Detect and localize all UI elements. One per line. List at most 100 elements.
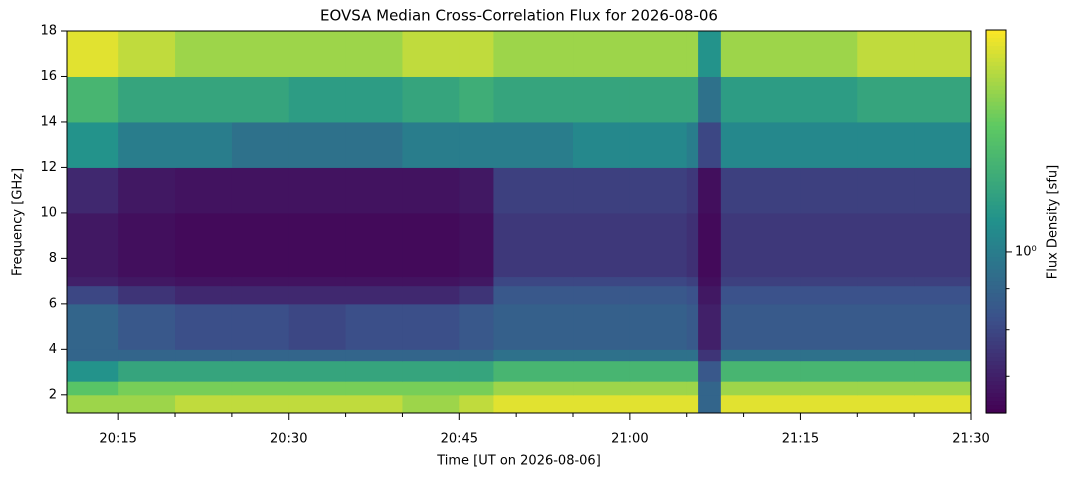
heatmap-cell (573, 121, 631, 168)
colorbar-band (986, 101, 1006, 107)
heatmap-cell (629, 303, 688, 350)
heatmap-cell (493, 360, 574, 382)
heatmap-cell (493, 349, 574, 362)
heatmap-cell (345, 381, 403, 396)
colorbar-band (986, 149, 1006, 155)
colorbar-band (986, 385, 1006, 390)
colorbar-band (986, 353, 1006, 358)
heatmap-cell (493, 303, 574, 350)
heatmap-cell (720, 303, 801, 350)
heatmap-cell (459, 31, 494, 77)
colorbar-band (986, 373, 1006, 378)
heatmap-cell (175, 76, 233, 123)
colorbar-band (986, 117, 1006, 123)
colorbar-band (986, 153, 1006, 159)
heatmap-cell (800, 76, 858, 123)
heatmap-cell (345, 212, 403, 278)
heatmap-cell (402, 167, 460, 214)
heatmap-cell (698, 285, 722, 305)
colorbar-band (986, 253, 1006, 259)
heatmap-cell (459, 121, 494, 168)
colorbar-band (986, 285, 1006, 290)
heatmap-cell (493, 212, 574, 278)
x-tick-label: 21:15 (782, 432, 819, 447)
heatmap-cell (857, 285, 915, 305)
heatmap-cell (573, 276, 631, 287)
colorbar-band (986, 133, 1006, 139)
colorbar-band (986, 245, 1006, 251)
heatmap-cell (175, 276, 233, 287)
colorbar-band (986, 289, 1006, 294)
heatmap-cell (914, 381, 972, 396)
heatmap-cell (800, 276, 858, 287)
colorbar-band (986, 233, 1006, 239)
colorbar-band (986, 341, 1006, 346)
colorbar-band (986, 30, 1006, 35)
colorbar-band (986, 313, 1006, 318)
colorbar-band (986, 97, 1006, 103)
heatmap-cell (857, 303, 915, 350)
colorbar-band (986, 297, 1006, 302)
heatmap-cell (686, 394, 699, 414)
heatmap-cell (118, 394, 176, 414)
heatmap-cell (459, 76, 494, 123)
heatmap-cell (629, 360, 688, 382)
x-tick-label: 20:15 (99, 432, 136, 447)
y-tick-label: 2 (49, 387, 57, 402)
heatmap-cell (698, 360, 722, 382)
heatmap-cell (686, 349, 699, 362)
heatmap-cell (231, 360, 290, 382)
heatmap-cell (231, 212, 290, 278)
heatmap-cell (67, 303, 119, 350)
colorbar-band (986, 293, 1006, 298)
heatmap-cell (698, 167, 722, 214)
x-tick-label: 20:45 (441, 432, 478, 447)
heatmap-cell (914, 31, 972, 77)
heatmap-cell (345, 76, 403, 123)
colorbar-band (986, 265, 1006, 270)
heatmap-cell (118, 285, 176, 305)
heatmap-cell (459, 381, 494, 396)
heatmap-cell (175, 31, 233, 77)
heatmap-cell (914, 303, 972, 350)
colorbar-band (986, 365, 1006, 370)
heatmap-cell (629, 381, 688, 396)
colorbar-band (986, 237, 1006, 243)
colorbar-band (986, 229, 1006, 235)
heatmap-cell (345, 360, 403, 382)
heatmap-cell (175, 360, 233, 382)
colorbar-band (986, 57, 1006, 63)
colorbar-band (986, 173, 1006, 179)
heatmap-cell (231, 381, 290, 396)
colorbar-band (986, 129, 1006, 135)
heatmap-cell (720, 394, 801, 414)
colorbar-band (986, 337, 1006, 342)
colorbar-band (986, 381, 1006, 386)
colorbar-band (986, 41, 1006, 47)
colorbar-band (986, 389, 1006, 394)
heatmap-cell (720, 276, 801, 287)
colorbar-band (986, 89, 1006, 95)
heatmap-cell (231, 349, 290, 362)
y-tick-label: 16 (40, 69, 57, 84)
heatmap-cell (118, 212, 176, 278)
heatmap-cell (459, 212, 494, 278)
colorbar-band (986, 125, 1006, 131)
colorbar-band (986, 137, 1006, 143)
heatmap-cell (573, 394, 631, 414)
heatmap-cell (857, 212, 915, 278)
heatmap-cell (288, 167, 347, 214)
heatmap-cell (288, 360, 347, 382)
heatmap-cell (914, 167, 972, 214)
heatmap-cell (288, 349, 347, 362)
heatmap-cell (493, 285, 574, 305)
colorbar-band (986, 185, 1006, 191)
heatmap-cell (914, 285, 972, 305)
heatmap-cell (686, 285, 699, 305)
heatmap-cell (345, 394, 403, 414)
heatmap-cell (573, 381, 631, 396)
colorbar-band (986, 49, 1006, 55)
heatmap-cell (720, 31, 801, 77)
heatmap-cell (720, 360, 801, 382)
colorbar-band (986, 345, 1006, 350)
